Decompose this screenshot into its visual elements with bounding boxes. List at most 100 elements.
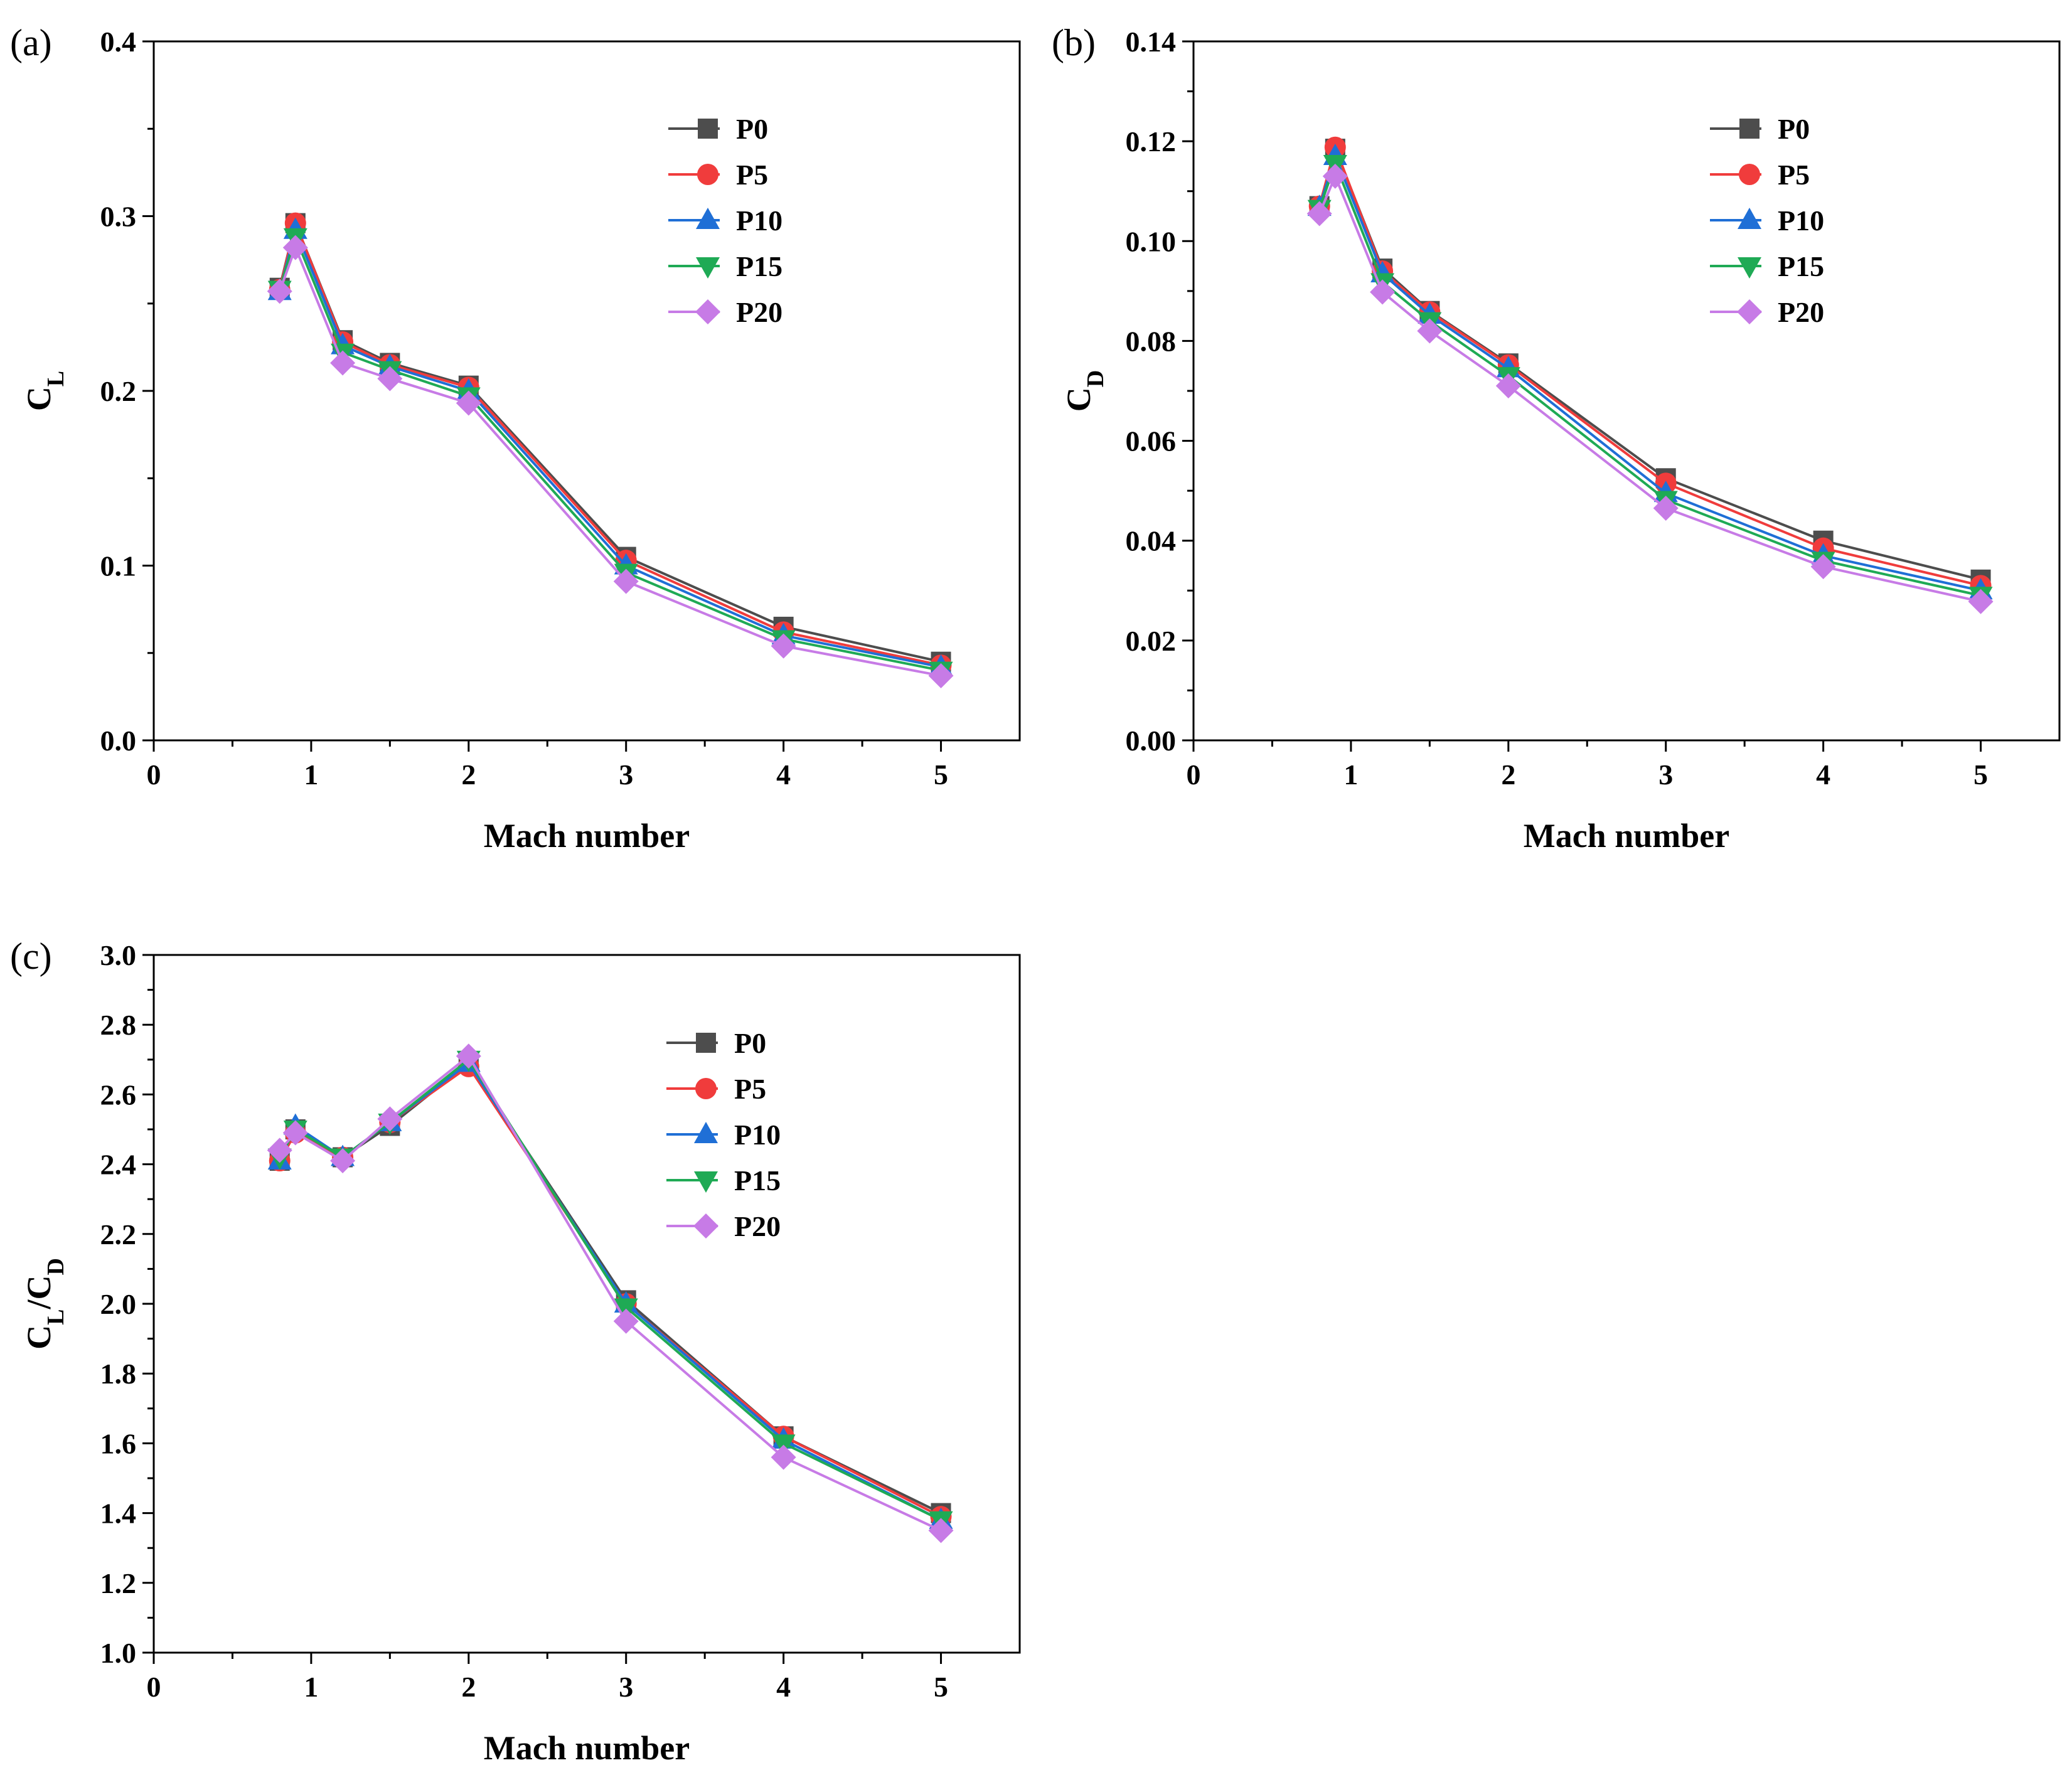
chart-svg: 0 1 2 3 4 5 0.00 0.02 0.04 0.06 0.08 0.10 0.12 0.14 Ma… bbox=[1052, 22, 2061, 855]
y-axis-title: CL/CD bbox=[20, 1258, 69, 1350]
legend-label: P0 bbox=[1778, 113, 1810, 145]
series-p5 bbox=[269, 212, 952, 676]
series-p20 bbox=[1306, 163, 1994, 614]
y-axis-title: CL bbox=[20, 371, 69, 411]
legend-label: P15 bbox=[734, 1164, 781, 1196]
y-tick-label: 2.6 bbox=[100, 1079, 137, 1111]
data-point-p20 bbox=[377, 1106, 403, 1132]
legend-label: P15 bbox=[736, 250, 782, 282]
y-tick-label: 1.0 bbox=[100, 1637, 137, 1669]
data-point-p20 bbox=[928, 663, 954, 688]
legend-marker bbox=[1738, 257, 1761, 279]
legend-label: P20 bbox=[736, 296, 782, 328]
series-p10 bbox=[267, 1050, 953, 1529]
x-tick-label: 5 bbox=[934, 1671, 948, 1703]
x-tick-label: 0 bbox=[1187, 759, 1201, 791]
data-point-p20 bbox=[456, 390, 481, 416]
x-tick-label: 1 bbox=[304, 759, 318, 791]
legend-marker bbox=[696, 208, 720, 229]
series-p0 bbox=[269, 213, 951, 672]
y-tick-label: 0.08 bbox=[1126, 325, 1177, 357]
y-tick-label: 0.3 bbox=[100, 201, 137, 233]
chart-svg: 0 1 2 3 4 5 1.0 1.2 1.4 1.6 1.8 2.0 2.2 2.4 2.6 2.8 3.0 M… bbox=[10, 935, 1021, 1767]
data-point-p20 bbox=[282, 1120, 308, 1146]
y-tick-label: 0.2 bbox=[100, 375, 137, 407]
legend-label: P20 bbox=[734, 1210, 781, 1242]
data-point-p20 bbox=[330, 1148, 356, 1174]
x-tick-label: 2 bbox=[461, 1671, 476, 1703]
y-tick-label: 0.1 bbox=[100, 550, 137, 582]
y-tick-label: 0.14 bbox=[1126, 26, 1177, 58]
data-point-p20 bbox=[1306, 201, 1332, 226]
legend-marker bbox=[694, 1171, 718, 1193]
y-tick-label: 0.0 bbox=[100, 725, 137, 757]
data-point-p20 bbox=[771, 1444, 796, 1470]
legend-label: P10 bbox=[736, 205, 782, 237]
y-tick-label: 0.12 bbox=[1126, 125, 1177, 157]
series-line-p10 bbox=[278, 226, 941, 668]
legend-marker bbox=[1737, 299, 1762, 324]
y-tick-label: 0.10 bbox=[1126, 225, 1177, 257]
data-point-p20 bbox=[377, 366, 403, 392]
legend-label: P5 bbox=[1778, 159, 1810, 191]
y-tick-label: 2.8 bbox=[100, 1009, 137, 1041]
x-tick-label: 0 bbox=[147, 1671, 161, 1703]
plot-frame bbox=[152, 40, 1021, 742]
series-p5 bbox=[269, 1055, 952, 1528]
legend-label: P0 bbox=[736, 113, 768, 145]
legend-marker bbox=[1739, 164, 1760, 185]
legend: P0 P5 P10 P15 P20 bbox=[668, 113, 782, 328]
legend-marker bbox=[694, 1122, 718, 1143]
x-axis-title: Mach number bbox=[1524, 817, 1729, 855]
panel-label: (a) bbox=[10, 22, 52, 63]
x-tick-label: 1 bbox=[304, 1671, 318, 1703]
y-tick-label: 1.4 bbox=[100, 1498, 137, 1530]
legend: P0 P5 P10 P15 P20 bbox=[666, 1027, 781, 1242]
series-line-p15 bbox=[278, 233, 941, 672]
x-tick-label: 4 bbox=[776, 1671, 791, 1703]
y-tick-label: 3.0 bbox=[100, 939, 137, 971]
data-point-p20 bbox=[282, 235, 308, 260]
x-tick-label: 3 bbox=[619, 759, 633, 791]
legend-label: P5 bbox=[736, 159, 768, 191]
series-p5 bbox=[1308, 136, 1992, 597]
x-tick-label: 5 bbox=[934, 759, 948, 791]
x-tick-label: 3 bbox=[619, 1671, 633, 1703]
series-line-p20 bbox=[279, 1054, 942, 1532]
x-tick-label: 3 bbox=[1658, 759, 1673, 791]
series-p15 bbox=[267, 228, 953, 683]
y-tick-label: 2.2 bbox=[100, 1218, 137, 1250]
x-tick-label: 0 bbox=[147, 759, 161, 791]
legend-label: P15 bbox=[1778, 250, 1824, 282]
legend-marker bbox=[698, 119, 718, 139]
legend-marker bbox=[695, 299, 720, 324]
x-axis-title: Mach number bbox=[484, 1729, 690, 1767]
series-p20 bbox=[267, 1043, 954, 1543]
y-tick-label: 0.4 bbox=[100, 26, 137, 58]
y-axis-title: CD bbox=[1060, 370, 1109, 412]
y-tick-label: 1.6 bbox=[100, 1427, 137, 1459]
legend-marker bbox=[697, 164, 718, 185]
data-point-p20 bbox=[928, 1518, 954, 1543]
data-point-p20 bbox=[267, 1138, 292, 1163]
plot-frame bbox=[1192, 40, 2061, 742]
x-axis-title: Mach number bbox=[484, 817, 690, 855]
y-tick-label: 0.06 bbox=[1126, 425, 1177, 457]
x-tick-label: 4 bbox=[776, 759, 791, 791]
legend: P0 P5 P10 P15 P20 bbox=[1710, 113, 1824, 328]
series-line-p20 bbox=[278, 244, 941, 677]
x-tick-label: 5 bbox=[1973, 759, 1988, 791]
y-tick-label: 0.04 bbox=[1126, 525, 1177, 557]
y-tick-label: 2.4 bbox=[100, 1149, 137, 1181]
data-point-p20 bbox=[330, 350, 356, 376]
data-point-p20 bbox=[1810, 554, 1836, 580]
data-point-p20 bbox=[1322, 163, 1348, 189]
chart-panel-c: 0 1 2 3 4 5 1.0 1.2 1.4 1.6 1.8 2.0 2.2 2.4 2.6 2.8 3.0 M… bbox=[0, 903, 1042, 1780]
series-p10 bbox=[1307, 144, 1993, 600]
series-p15 bbox=[267, 1050, 953, 1533]
series-p15 bbox=[1307, 154, 1993, 609]
data-point-p20 bbox=[1495, 373, 1521, 399]
legend-label: P5 bbox=[734, 1073, 766, 1105]
y-tick-label: 0.00 bbox=[1126, 725, 1177, 757]
panel-label: (b) bbox=[1052, 22, 1096, 63]
